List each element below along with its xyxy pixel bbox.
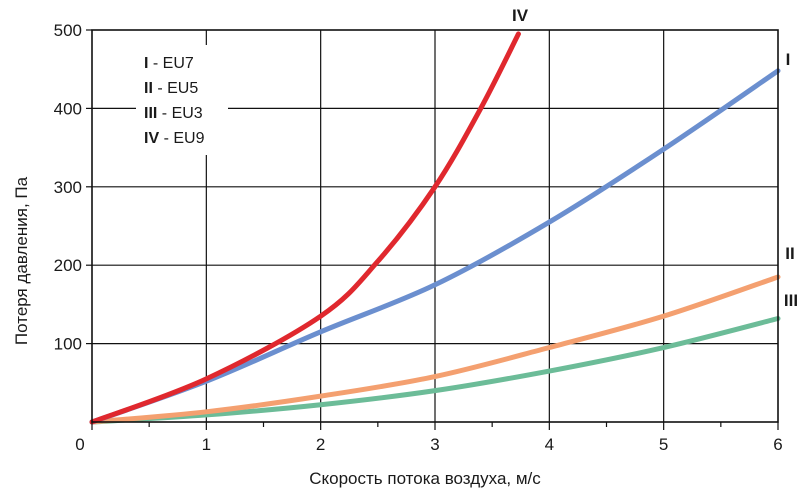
x-axis-label: Скорость потока воздуха, м/с — [309, 469, 541, 488]
legend-class-text: - EU9 — [159, 130, 204, 147]
x-tick-label: 6 — [773, 435, 782, 454]
y-axis-label: Потеря давления, Па — [12, 176, 31, 345]
legend-entry: II - EU5 — [144, 80, 198, 97]
x-tick-label: 5 — [659, 435, 668, 454]
x-tick-label: 3 — [430, 435, 439, 454]
legend-class-text: - EU5 — [153, 80, 198, 97]
x-tick-label: 4 — [545, 435, 554, 454]
legend-class-text: - EU7 — [148, 55, 193, 72]
legend-box — [136, 45, 228, 155]
y-tick-label: 100 — [54, 335, 82, 354]
series-label-iii: III — [784, 291, 798, 310]
x-tick-label: 0 — [75, 435, 84, 454]
tick-labels: 0 1 2 3 4 5 6 100 200 300 400 500 — [54, 21, 783, 454]
series-line-iv — [89, 31, 521, 425]
x-tick-label: 1 — [202, 435, 211, 454]
series-label-iv: IV — [512, 6, 529, 25]
y-tick-label: 200 — [54, 256, 82, 275]
legend-roman-numeral: IV — [144, 130, 159, 147]
legend-entry: IV - EU9 — [144, 130, 205, 147]
series-line-iii — [89, 316, 781, 425]
y-tick-label: 500 — [54, 21, 82, 40]
axes — [86, 29, 779, 430]
series-lines — [89, 31, 781, 425]
series-label-i: I — [786, 50, 791, 69]
legend-class-text: - EU3 — [157, 105, 202, 122]
legend-roman-numeral: I — [144, 55, 148, 72]
legend-roman-numeral: II — [144, 80, 153, 97]
x-tick-label: 2 — [316, 435, 325, 454]
grid — [92, 30, 778, 422]
legend-entry: I - EU7 — [144, 55, 194, 72]
y-tick-label: 400 — [54, 99, 82, 118]
legend-entry: III - EU3 — [144, 105, 203, 122]
y-tick-label: 300 — [54, 178, 82, 197]
legend-roman-numeral: III — [144, 105, 157, 122]
series-line-ii — [89, 274, 781, 425]
series-label-ii: II — [785, 244, 794, 263]
